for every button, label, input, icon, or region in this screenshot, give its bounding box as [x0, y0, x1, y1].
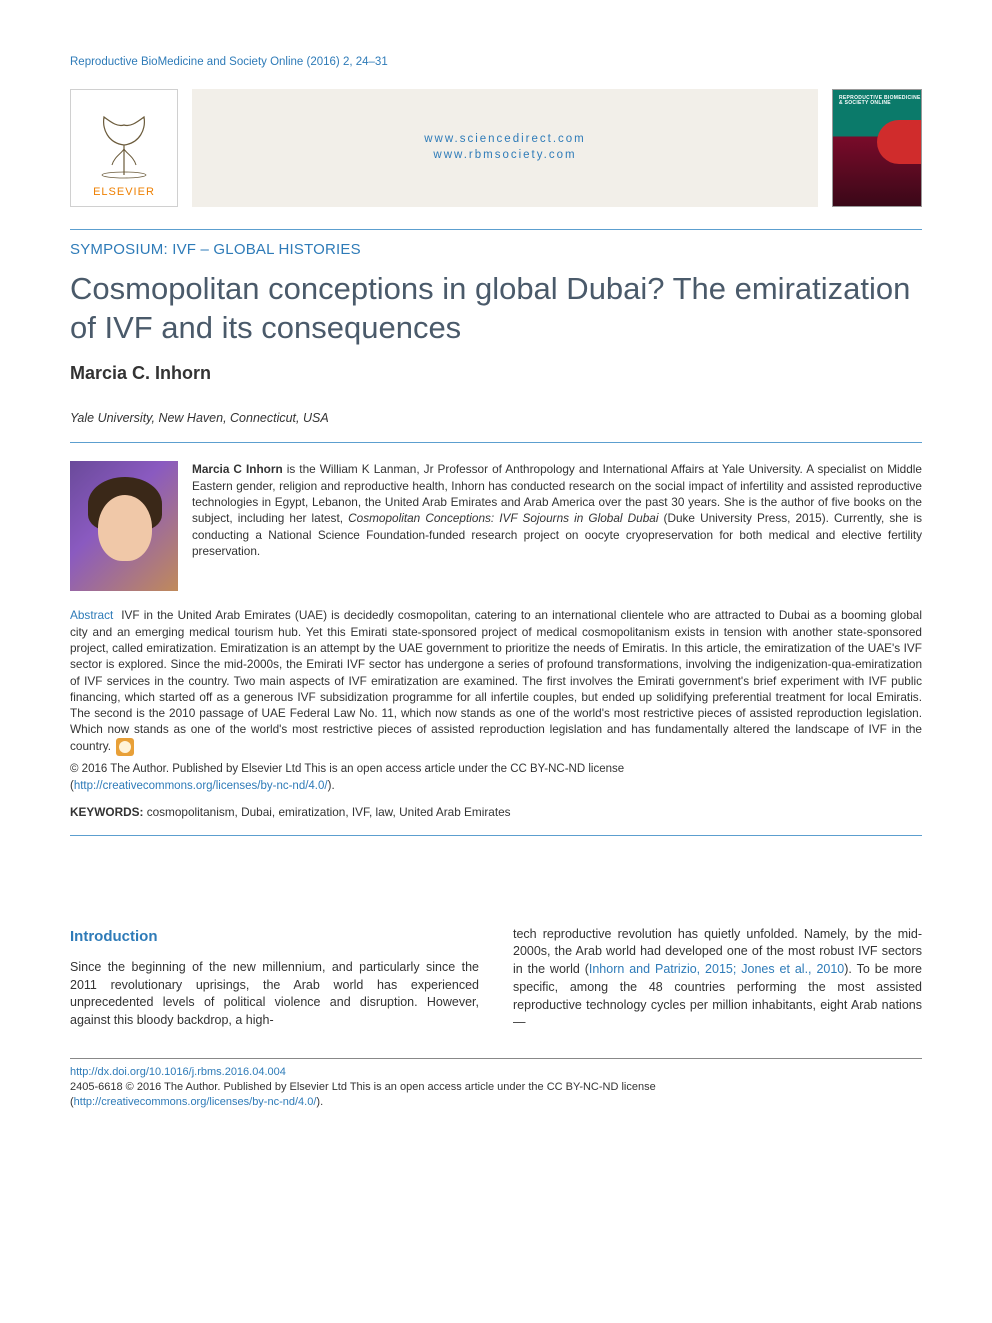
sciencedirect-link[interactable]: www.sciencedirect.com — [424, 132, 586, 148]
abstract-label: Abstract — [70, 608, 113, 622]
header-bar: ELSEVIER www.sciencedirect.com www.rbmso… — [70, 89, 922, 207]
right-column: tech reproductive revolution has quietly… — [513, 926, 922, 1033]
cover-title-text: REPRODUCTIVE BIOMEDICINE & SOCIETY ONLIN… — [839, 96, 921, 107]
author-affiliation: Yale University, New Haven, Connecticut,… — [70, 410, 922, 444]
footer-cc-link[interactable]: http://creativecommons.org/licenses/by-n… — [74, 1096, 317, 1108]
author-bio-block: Marcia C Inhorn is the William K Lanman,… — [70, 461, 922, 591]
footer-cc-suffix: ). — [316, 1096, 323, 1108]
author-name: Marcia C. Inhorn — [70, 361, 922, 385]
article-title: Cosmopolitan conceptions in global Dubai… — [70, 270, 922, 348]
footer-issn-line: 2405-6618 © 2016 The Author. Published b… — [70, 1080, 922, 1095]
introduction-heading: Introduction — [70, 926, 479, 947]
rbmsociety-link[interactable]: www.rbmsociety.com — [433, 148, 576, 164]
author-bio-text: Marcia C Inhorn is the William K Lanman,… — [192, 461, 922, 591]
bio-book-title: Cosmopolitan Conceptions: IVF Sojourns i… — [348, 511, 658, 525]
rbm-society-badge-icon[interactable] — [116, 738, 134, 756]
body-columns: Introduction Since the beginning of the … — [70, 926, 922, 1033]
elsevier-tree-icon — [88, 105, 160, 179]
journal-reference: Reproductive BioMedicine and Society Onl… — [70, 55, 922, 71]
keywords-list: cosmopolitanism, Dubai, emiratization, I… — [147, 805, 511, 819]
right-paragraph: tech reproductive revolution has quietly… — [513, 926, 922, 1033]
footer-cc-line: (http://creativecommons.org/licenses/by-… — [70, 1095, 922, 1110]
cc-paren-close: ). — [328, 780, 335, 792]
keywords-label: KEYWORDS: — [70, 805, 143, 819]
page-container: Reproductive BioMedicine and Society Onl… — [0, 0, 992, 1150]
journal-cover-thumbnail[interactable]: REPRODUCTIVE BIOMEDICINE & SOCIETY ONLIN… — [832, 89, 922, 207]
elsevier-logo[interactable]: ELSEVIER — [70, 89, 178, 207]
copyright-line-2: (http://creativecommons.org/licenses/by-… — [70, 779, 922, 795]
keywords-line: KEYWORDS: cosmopolitanism, Dubai, emirat… — [70, 805, 922, 836]
left-paragraph: Since the beginning of the new millenniu… — [70, 959, 479, 1030]
symposium-heading: SYMPOSIUM: IVF – GLOBAL HISTORIES — [70, 229, 922, 260]
inline-citation[interactable]: Inhorn and Patrizio, 2015; Jones et al.,… — [589, 962, 844, 976]
author-photo — [70, 461, 178, 591]
doi-link[interactable]: http://dx.doi.org/10.1016/j.rbms.2016.04… — [70, 1066, 286, 1078]
copyright-line-1: © 2016 The Author. Published by Elsevier… — [70, 762, 922, 778]
cc-license-link[interactable]: http://creativecommons.org/licenses/by-n… — [74, 780, 328, 792]
site-links-panel: www.sciencedirect.com www.rbmsociety.com — [192, 89, 818, 207]
abstract-block: AbstractIVF in the United Arab Emirates … — [70, 607, 922, 755]
page-footer: http://dx.doi.org/10.1016/j.rbms.2016.04… — [70, 1058, 922, 1110]
left-column: Introduction Since the beginning of the … — [70, 926, 479, 1033]
bio-name: Marcia C Inhorn — [192, 462, 283, 476]
elsevier-wordmark: ELSEVIER — [93, 185, 155, 200]
abstract-text: IVF in the United Arab Emirates (UAE) is… — [70, 608, 922, 752]
